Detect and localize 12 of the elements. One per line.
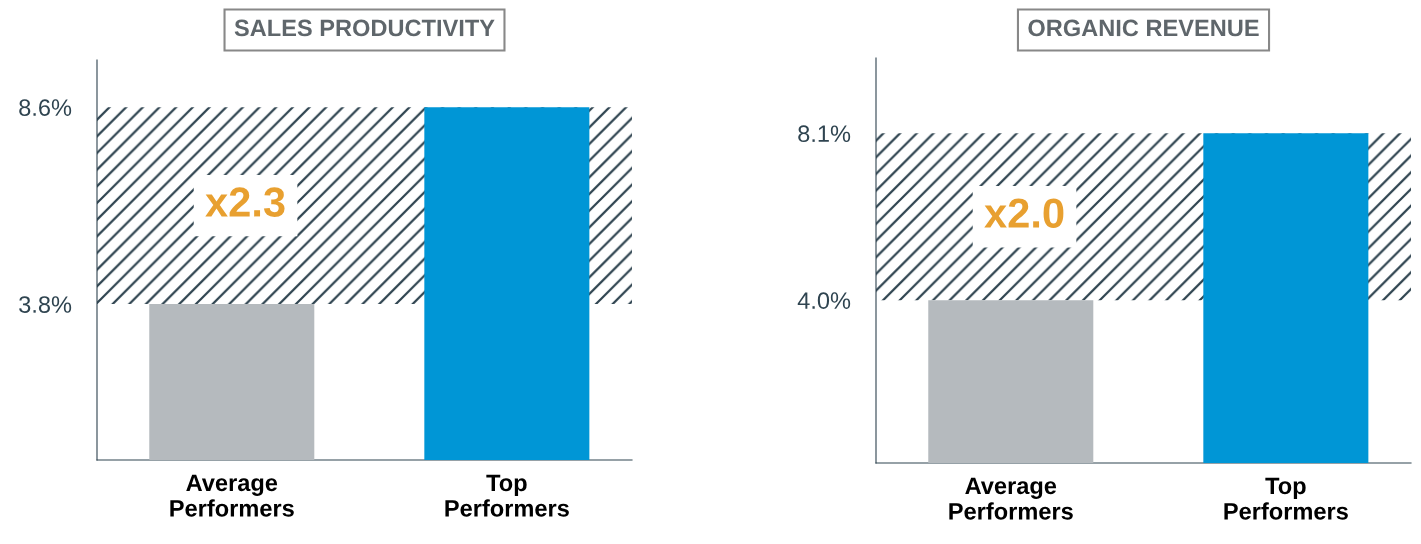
x-tick-label: Top Performers: [445, 474, 569, 517]
band-label: x2.0: [984, 198, 1064, 228]
y-tick-label: 4.0%: [797, 292, 851, 309]
y-tick-label: 8.6%: [19, 99, 72, 116]
y-tick-label: 3.8%: [19, 296, 72, 313]
x-tick-label: Top Performers: [1224, 477, 1348, 520]
y-tick-label: 8.1%: [798, 125, 851, 143]
chart-title: ORGANIC REVENUE: [1028, 19, 1259, 37]
x-tick-label: Average Performers: [170, 474, 294, 517]
band-label: x2.3: [205, 187, 285, 217]
x-tick-label: Average Performers: [949, 477, 1073, 520]
chart-title: SALES PRODUCTIVITY: [234, 19, 495, 37]
